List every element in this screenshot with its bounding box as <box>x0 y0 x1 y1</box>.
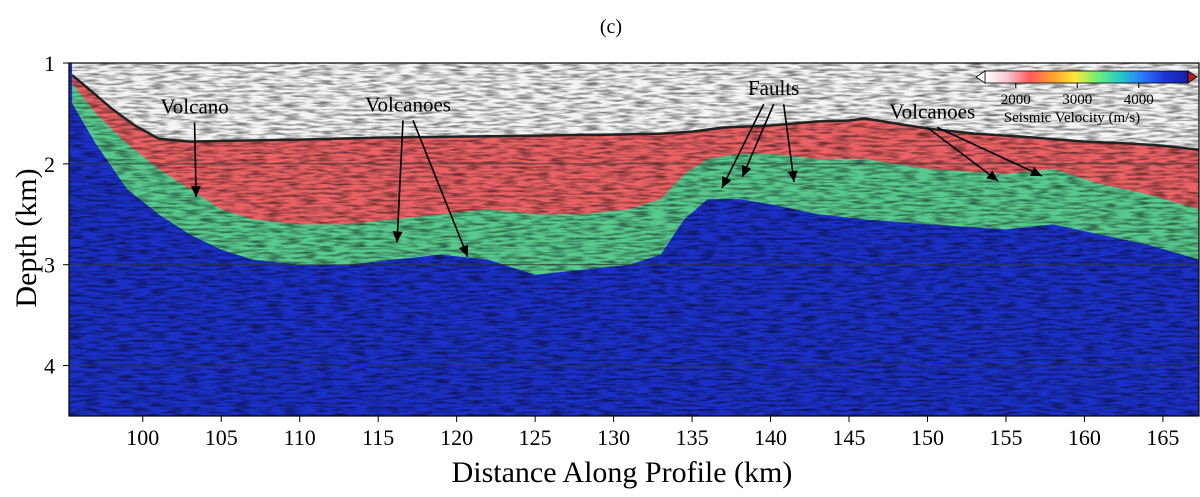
x-tick-label-165: 165 <box>1146 425 1179 450</box>
x-tick-label-150: 150 <box>911 425 944 450</box>
annotation-arrowhead-2-1 <box>742 164 752 177</box>
x-tick-label-100: 100 <box>126 425 159 450</box>
y-axis-label: Depth (km) <box>10 168 43 307</box>
annotation-arrow-2-0 <box>721 103 765 189</box>
colorbar-max-arrow <box>1187 70 1198 84</box>
x-tick-label-125: 125 <box>519 425 552 450</box>
y-tick-label-1: 1 <box>44 51 55 76</box>
colorbar-tick-label-4000: 4000 <box>1124 92 1154 108</box>
annotation-arrow-1-0 <box>396 120 404 243</box>
annotation-arrow-2-1 <box>741 103 775 178</box>
seafloor-reflector <box>71 74 1199 151</box>
annotation-arrowhead-1-0 <box>392 231 403 243</box>
annotation-arrow-0-0 <box>193 122 197 198</box>
y-tick-label-3: 3 <box>44 253 55 278</box>
colorbar-label: Seismic Velocity (m/s) <box>1004 110 1140 126</box>
colorbar-ramp <box>984 70 1189 84</box>
y-tick-label-2: 2 <box>44 152 55 177</box>
annotation-arrowhead-2-2 <box>787 170 798 183</box>
x-tick-label-105: 105 <box>205 425 238 450</box>
annotation-arrowhead-3-0 <box>986 170 999 182</box>
x-tick-label-155: 155 <box>989 425 1022 450</box>
annotation-arrowhead-3-1 <box>1029 166 1043 176</box>
x-tick-label-145: 145 <box>833 425 866 450</box>
panel-label: (c) <box>600 16 622 38</box>
colorbar-tick-label-3000: 3000 <box>1062 92 1092 108</box>
colorbar-ticks: 2000 3000 4000 <box>1001 83 1154 108</box>
annotation-arrowhead-0-0 <box>190 186 201 198</box>
annotation-arrow-3-0 <box>926 126 999 182</box>
annotation-label-3: Volcanoes <box>889 99 975 123</box>
y-tick-label-4: 4 <box>44 354 55 379</box>
x-tick-label-135: 135 <box>676 425 709 450</box>
annotation-arrowhead-2-0 <box>721 175 732 189</box>
x-tick-label-130: 130 <box>597 425 630 450</box>
annotation-arrow-3-1 <box>936 126 1043 177</box>
annotation-label-2: Faults <box>748 76 799 100</box>
y-axis: 1 2 3 4 <box>44 51 69 379</box>
annotation-label-1: Volcanoes <box>365 92 451 116</box>
x-axis: 100 105 110 115 120 125 130 135 140 145 150 155 160 1… <box>126 416 1179 450</box>
depth-gridlines <box>69 163 1199 366</box>
colorbar-tick-label-2000: 2000 <box>1001 92 1031 108</box>
x-tick-label-110: 110 <box>284 425 316 450</box>
plot-frame <box>68 62 1200 417</box>
x-axis-label: Distance Along Profile (km) <box>452 456 793 489</box>
x-tick-label-140: 140 <box>754 425 787 450</box>
colorbar-min-arrow <box>975 70 986 84</box>
annotations: Volcano Volcanoes Faults Volcanoes <box>160 76 1043 257</box>
x-tick-label-115: 115 <box>362 425 394 450</box>
annotation-label-0: Volcano <box>160 94 228 118</box>
plot-area <box>69 63 1199 416</box>
x-tick-label-160: 160 <box>1068 425 1101 450</box>
annotation-arrow-1-1 <box>412 120 469 257</box>
x-tick-label-120: 120 <box>440 425 473 450</box>
colorbar: 2000 3000 4000 Seismic Velocity (m/s) <box>975 70 1198 126</box>
seismic-reflection-texture <box>69 63 1199 416</box>
annotation-arrowhead-1-1 <box>458 244 469 257</box>
annotation-arrow-2-2 <box>782 104 795 183</box>
